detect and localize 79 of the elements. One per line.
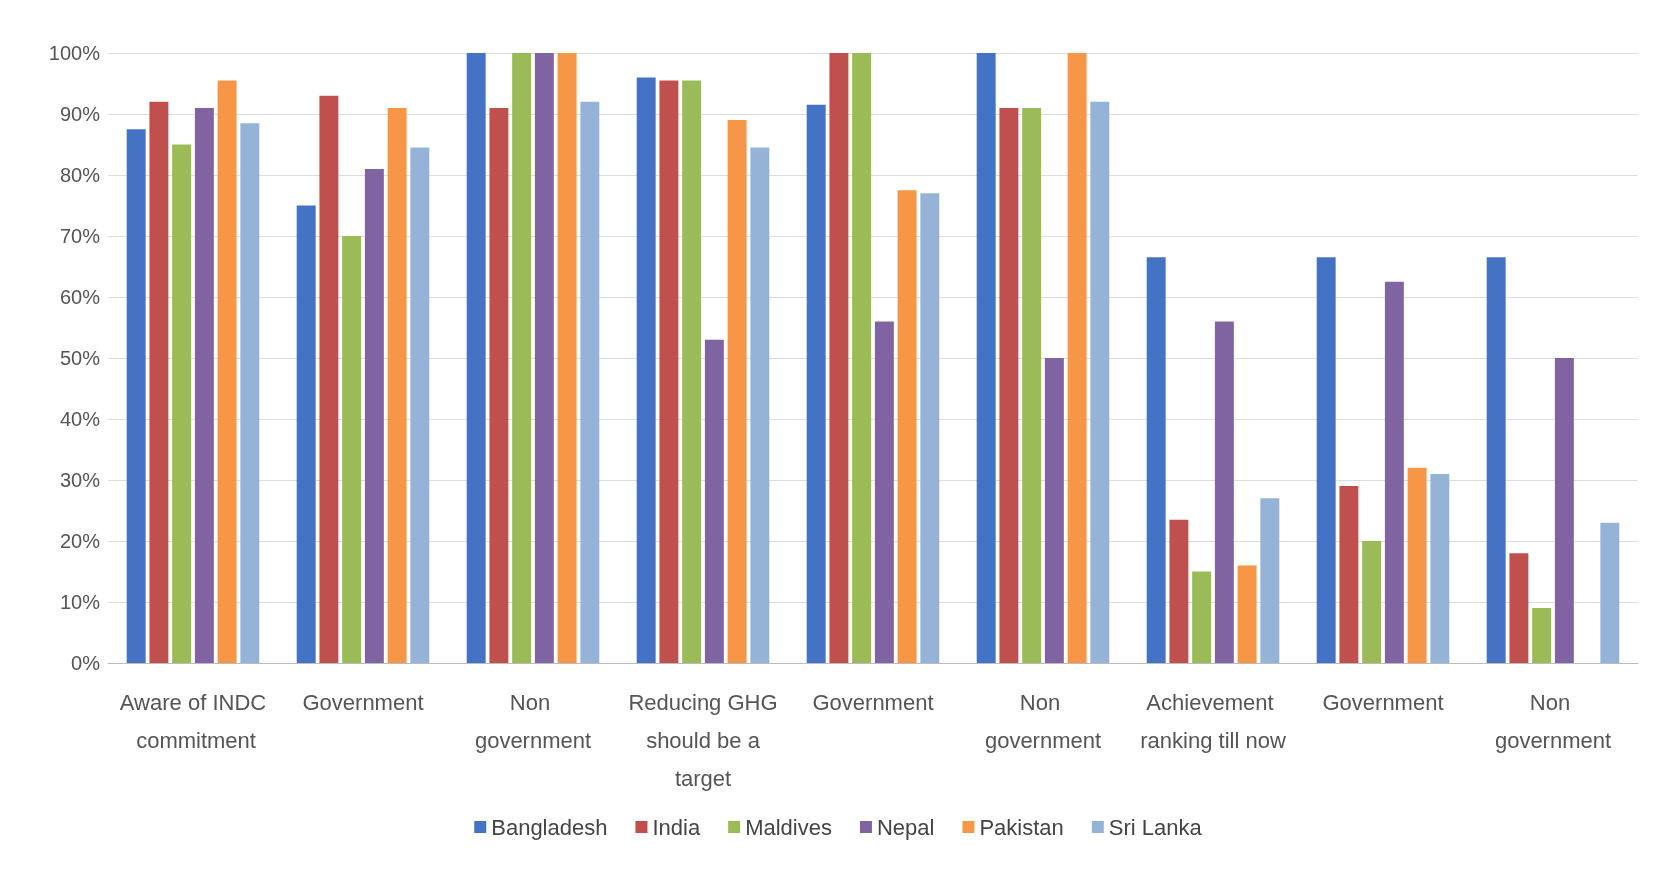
bar: [557, 53, 577, 663]
y-tick-label: 0%: [71, 652, 101, 674]
bar: [1509, 553, 1529, 663]
bar: [364, 168, 384, 663]
bar: [1316, 257, 1336, 663]
bar: [194, 107, 214, 663]
bar: [466, 53, 486, 663]
bar: [1044, 358, 1064, 663]
bar: [874, 321, 894, 663]
bar: [489, 107, 509, 663]
bar: [512, 53, 532, 663]
bar: [1067, 53, 1087, 663]
bar: [704, 339, 724, 663]
bar: [126, 129, 146, 663]
bar: [1384, 281, 1404, 663]
y-tick-label: 30%: [59, 469, 101, 491]
x-tick-label: Aware of INDC commitment: [119, 689, 267, 753]
bar: [1430, 473, 1450, 663]
bar: [682, 80, 702, 663]
bar: [920, 193, 940, 663]
bar: [342, 236, 362, 663]
x-tick-label: Government: [812, 689, 934, 715]
bar: [319, 95, 339, 663]
bar: [1532, 608, 1552, 663]
bar: [897, 190, 917, 663]
bar: [1600, 522, 1620, 663]
bar: [852, 53, 872, 663]
y-tick-label: 90%: [59, 103, 101, 125]
bar: [1554, 358, 1574, 663]
x-tick-label: Non government: [984, 689, 1102, 753]
bar: [1260, 498, 1280, 663]
bar: [976, 53, 996, 663]
x-tick-label: Achievement ranking till now: [1140, 689, 1286, 753]
bar: [149, 101, 169, 663]
bar: [1362, 541, 1382, 663]
bar: [1237, 565, 1257, 663]
bar: [1214, 321, 1234, 663]
y-tick-label: 20%: [59, 530, 101, 552]
y-tick-label: 50%: [59, 347, 101, 369]
bar: [829, 53, 849, 663]
bar: [387, 107, 407, 663]
x-tick-label: Government: [302, 689, 424, 715]
bar: [1407, 467, 1427, 663]
legend-label: Pakistan: [979, 814, 1064, 840]
bar: [727, 120, 747, 663]
bar: [1169, 519, 1189, 663]
legend-label: Maldives: [745, 814, 832, 840]
bar: [636, 77, 656, 663]
bar: [296, 205, 316, 663]
x-tick-label: Reducing GHG should be a target: [628, 689, 778, 791]
legend-label: Bangladesh: [491, 814, 608, 840]
bar: [659, 80, 679, 663]
legend-label: Sri Lanka: [1108, 814, 1203, 840]
bar: [1090, 101, 1110, 663]
x-tick-label: Government: [1322, 689, 1444, 715]
x-tick-label: Non government: [1494, 689, 1612, 753]
bar: [410, 147, 430, 663]
bar: [1022, 107, 1042, 663]
x-tick-label: Non government: [474, 689, 592, 753]
y-tick-label: 80%: [59, 164, 101, 186]
bar: [1192, 571, 1212, 663]
legend-label: Nepal: [876, 814, 935, 840]
bar: [999, 107, 1019, 663]
y-tick-label: 70%: [59, 225, 101, 247]
bar: [806, 104, 826, 663]
y-tick-label: 10%: [59, 591, 101, 613]
bar: [1146, 257, 1166, 663]
y-tick-label: 40%: [59, 408, 101, 430]
bar: [1486, 257, 1506, 663]
bar: [750, 147, 770, 663]
bar: [1339, 486, 1359, 663]
bar: [240, 123, 260, 663]
y-tick-label: 100%: [48, 42, 101, 64]
bar: [534, 53, 554, 663]
legend-label: India: [652, 814, 701, 840]
bar: [580, 101, 600, 663]
bar: [217, 80, 237, 663]
bar: [172, 144, 192, 663]
y-tick-label: 60%: [59, 286, 101, 308]
